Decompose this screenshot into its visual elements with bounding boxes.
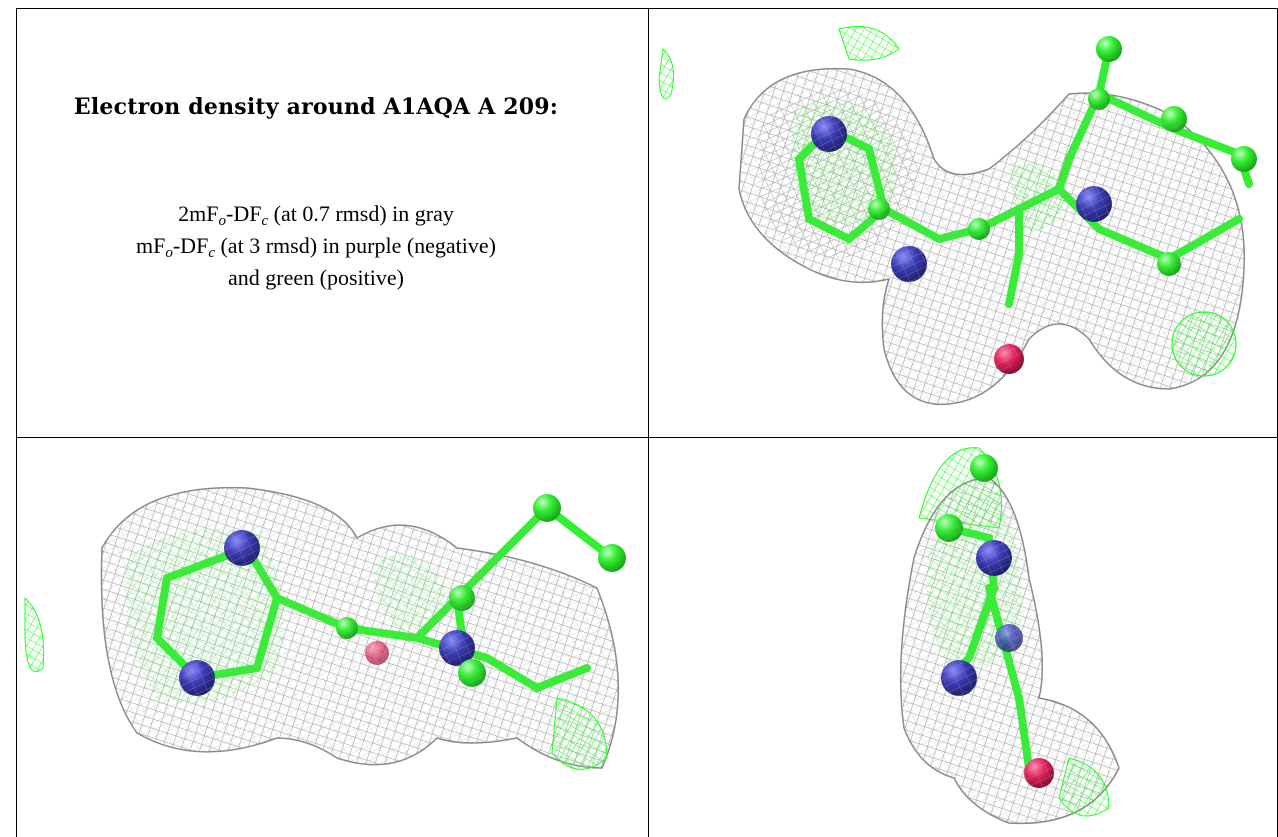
- density-legend: 2mFo-DFc (at 0.7 rmsd) in gray mFo-DFc (…: [16, 198, 616, 294]
- molecule-view-1: [658, 26, 1257, 406]
- carbon-atom: [598, 544, 626, 572]
- legend-line-fo-fc: mFo-DFc (at 3 rmsd) in purple (negative): [136, 233, 496, 261]
- density-panel-bottom-right: [649, 438, 1277, 837]
- green-density-blob: [24, 596, 45, 673]
- table-center-divider: [648, 8, 649, 837]
- carbon-atom: [533, 494, 561, 522]
- table-top-border: [16, 8, 1278, 9]
- molecule-view-3: [899, 447, 1120, 825]
- carbon-atom: [970, 454, 998, 482]
- table-middle-divider: [16, 437, 1278, 438]
- legend-line-2fo-fc: 2mFo-DFc (at 0.7 rmsd) in gray: [178, 201, 454, 229]
- table-left-border: [16, 8, 17, 837]
- carbon-atom: [1231, 146, 1257, 172]
- density-panel-top-right: [649, 9, 1277, 437]
- legend-line-positive: and green (positive): [228, 265, 404, 290]
- page-title: Electron density around A1AQA A 209:: [73, 94, 559, 120]
- carbon-atom: [1096, 36, 1122, 62]
- molecule-view-2: [24, 486, 626, 770]
- density-panel-bottom-left: [17, 438, 648, 837]
- green-density-blob: [658, 47, 675, 100]
